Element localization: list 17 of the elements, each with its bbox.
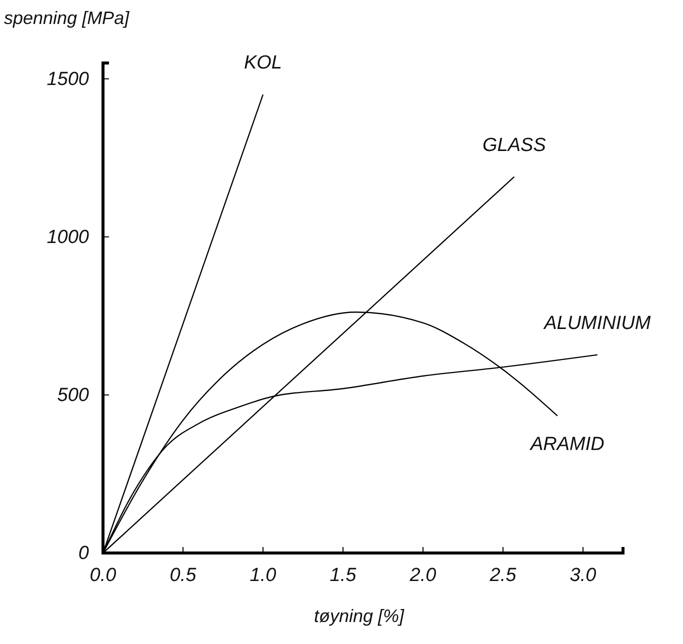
x-tick-label: 0.0	[90, 565, 117, 586]
x-tick-label: 0.5	[170, 565, 197, 586]
y-tick-label: 1500	[46, 68, 90, 90]
y-tick-label: 0	[78, 543, 90, 564]
x-tick-label: 1.0	[250, 565, 277, 586]
x-tick-label: 2.0	[408, 565, 437, 586]
series-label: KOL	[244, 52, 282, 74]
series-label: ARAMID	[529, 434, 605, 455]
x-axis-title: tøyning [%]	[314, 606, 406, 626]
series-label: ALUMINIUM	[543, 312, 651, 334]
y-tick-label: 500	[57, 385, 90, 406]
series-label: GLASS	[482, 134, 546, 156]
x-tick-label: 2.5	[488, 565, 517, 586]
x-tick-label: 1.5	[330, 565, 357, 586]
y-tick-label: 1000	[46, 226, 90, 248]
y-axis-title: spenning [MPa]	[4, 8, 130, 28]
x-tick-label: 3.0	[570, 565, 597, 586]
